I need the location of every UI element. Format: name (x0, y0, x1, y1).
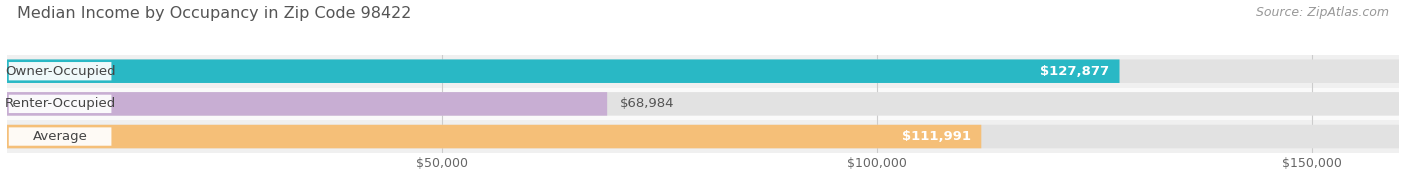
FancyBboxPatch shape (8, 127, 111, 146)
Text: Owner-Occupied: Owner-Occupied (4, 65, 115, 78)
FancyBboxPatch shape (7, 59, 1399, 83)
Text: Renter-Occupied: Renter-Occupied (4, 97, 115, 110)
Text: Source: ZipAtlas.com: Source: ZipAtlas.com (1256, 6, 1389, 19)
FancyBboxPatch shape (8, 62, 111, 80)
FancyBboxPatch shape (7, 55, 1399, 88)
FancyBboxPatch shape (7, 92, 607, 116)
Text: $111,991: $111,991 (901, 130, 972, 143)
Text: $68,984: $68,984 (620, 97, 675, 110)
FancyBboxPatch shape (7, 120, 1399, 153)
Text: Average: Average (32, 130, 87, 143)
Text: Median Income by Occupancy in Zip Code 98422: Median Income by Occupancy in Zip Code 9… (17, 6, 411, 21)
FancyBboxPatch shape (7, 92, 1399, 116)
FancyBboxPatch shape (7, 125, 1399, 148)
Text: $127,877: $127,877 (1040, 65, 1109, 78)
FancyBboxPatch shape (7, 125, 981, 148)
FancyBboxPatch shape (7, 59, 1119, 83)
FancyBboxPatch shape (8, 95, 111, 113)
FancyBboxPatch shape (7, 88, 1399, 120)
